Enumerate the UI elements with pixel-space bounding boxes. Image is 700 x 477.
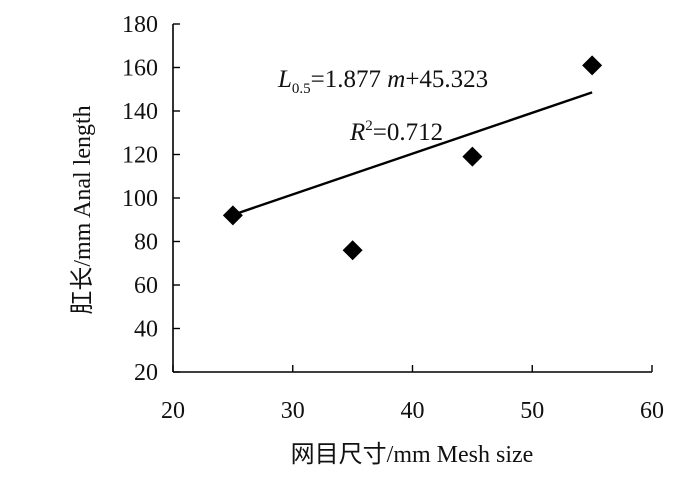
equation-variable: m	[387, 66, 405, 93]
x-tick-label: 50	[520, 398, 544, 424]
x-tick-label: 20	[161, 398, 185, 424]
r-squared-label: R2=0.712	[349, 118, 443, 146]
y-tick-label: 40	[134, 317, 158, 343]
axes	[172, 23, 653, 373]
trendline-group	[232, 91, 593, 216]
regression-equation: L0.5=1.877 m+45.323	[277, 66, 488, 97]
y-tick-label: 100	[122, 186, 158, 212]
y-axis-title: 肛长/mm Anal length	[69, 105, 96, 314]
y-tick-label: 160	[122, 56, 158, 82]
r-squared-symbol: R	[349, 119, 365, 146]
y-tick-label: 140	[122, 99, 158, 125]
x-tick-label: 60	[640, 398, 664, 424]
x-axis-title: 网目尺寸/mm Mesh size	[291, 441, 534, 468]
r-squared-value: =0.712	[373, 119, 443, 146]
y-tick-label: 60	[134, 273, 158, 299]
equation-lhs: L	[277, 66, 292, 93]
r-squared-exponent: 2	[365, 118, 373, 134]
x-tick-labels: 20 30 40 50 60	[161, 398, 664, 424]
y-tick-labels: 20 40 60 80 100 120 140 160 180	[122, 12, 158, 386]
data-point-diamond	[342, 240, 363, 261]
equation-rhs-after: +45.323	[405, 66, 488, 93]
data-points	[222, 55, 603, 261]
data-point-diamond	[462, 146, 483, 167]
x-tick-label: 40	[401, 398, 425, 424]
y-tick-label: 20	[134, 360, 158, 386]
y-tick-label: 120	[122, 143, 158, 169]
trendline	[232, 91, 593, 216]
equation-lhs-subscript: 0.5	[292, 81, 311, 97]
data-point-diamond	[222, 205, 243, 226]
x-tick-label: 30	[281, 398, 305, 424]
equation-rhs-before: =1.877	[311, 66, 388, 93]
data-point-diamond	[582, 55, 603, 76]
y-tick-label: 180	[122, 12, 158, 38]
y-tick-label: 80	[134, 230, 158, 256]
